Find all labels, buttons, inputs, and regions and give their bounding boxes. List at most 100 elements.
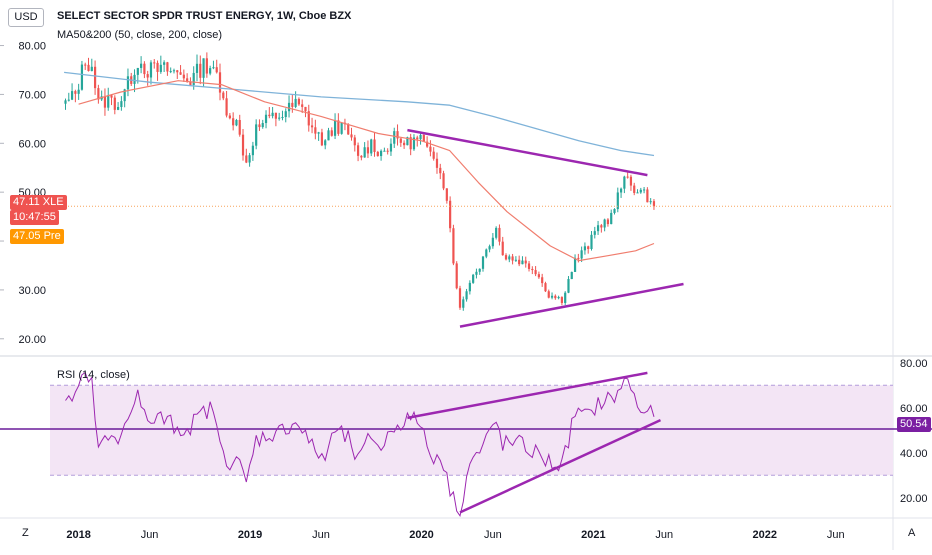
rsi-tick-label: 40.00 [900, 448, 928, 460]
bar-countdown: 10:47:55 [10, 210, 59, 225]
x-tick-label: Jun [655, 529, 673, 541]
candle-body [495, 227, 498, 238]
indicator-legend[interactable]: MA50&200 (50, close, 200, close) [57, 29, 223, 41]
zoom-toggle-button[interactable]: Z [22, 527, 29, 539]
auto-scale-button[interactable]: A [908, 527, 916, 539]
last-price-value: 47.11 [13, 196, 40, 208]
candle-body [600, 225, 603, 228]
candle-body [116, 107, 120, 110]
candle-body [278, 117, 281, 119]
candle-body [636, 192, 639, 194]
candle-body [149, 62, 153, 78]
candle-body [570, 271, 573, 280]
candle-body [567, 279, 570, 293]
candle-body [70, 91, 74, 100]
candle-body [613, 209, 616, 213]
candle-body [396, 131, 399, 139]
candle-body [429, 146, 432, 152]
candle-body [340, 122, 343, 134]
candle-body [531, 268, 534, 271]
candle-body [281, 117, 284, 119]
candle-body [156, 62, 159, 72]
candle-body [633, 185, 636, 193]
candle-body [189, 81, 192, 86]
candle-body [209, 68, 212, 74]
candle-body [169, 71, 172, 73]
candle-body [419, 134, 422, 140]
candle-body [123, 89, 126, 102]
candle-body [452, 228, 455, 264]
candle-body [550, 295, 554, 298]
candle-body [432, 151, 435, 159]
candle-body [485, 249, 488, 257]
rsi-band [50, 385, 893, 476]
candle-body [406, 137, 409, 146]
candle-body [557, 297, 560, 299]
candle-body [412, 137, 416, 150]
y-tick-label: 80.00 [18, 41, 46, 53]
x-tick-label: Jun [484, 529, 502, 541]
candle-body [373, 139, 376, 152]
candle-body [172, 70, 176, 72]
candle-body [90, 66, 93, 72]
y-tick-label: 60.00 [18, 138, 46, 150]
candle-body [153, 62, 156, 64]
candle-body [416, 137, 419, 140]
candle-body [324, 140, 327, 146]
candle-body [107, 95, 110, 108]
x-tick-label: 2019 [238, 529, 262, 541]
y-tick-label: 30.00 [18, 285, 46, 297]
ma200-line [64, 71, 655, 157]
candle-body [445, 188, 448, 201]
candle-body [143, 63, 146, 75]
candle-body [580, 250, 583, 259]
rsi-legend[interactable]: RSI (14, close) [57, 369, 130, 381]
candle-body [264, 114, 268, 124]
x-tick-label: Jun [141, 529, 159, 541]
candle-body [642, 189, 646, 191]
candle-body [649, 201, 652, 203]
x-tick-label: 2020 [409, 529, 433, 541]
candle-body [646, 189, 649, 203]
candle-body [426, 141, 429, 147]
candle-body [255, 124, 258, 146]
candle-body [347, 124, 350, 135]
candle-body [166, 62, 169, 72]
rsi-upper-trendline [407, 371, 648, 420]
candle-body [353, 137, 356, 146]
candle-body [84, 64, 87, 66]
candle-body [205, 58, 208, 74]
candle-body [478, 268, 481, 272]
candle-body [360, 155, 363, 158]
candle-body [307, 111, 310, 126]
candle-body [481, 256, 485, 269]
rsi-tick-label: 20.00 [900, 493, 928, 505]
candle-body [475, 271, 478, 275]
candle-body [310, 125, 314, 128]
candle-body [218, 72, 222, 93]
candle-body [222, 92, 225, 99]
candle-body [330, 130, 333, 136]
candle-body [314, 127, 317, 134]
candle-body [274, 112, 277, 119]
candle-body [383, 150, 386, 152]
candle-body [67, 99, 70, 101]
candle-body [577, 257, 580, 259]
candle-body [258, 124, 261, 128]
candle-body [120, 101, 123, 108]
candle-body [465, 291, 468, 300]
candle-body [304, 106, 307, 112]
candle-body [333, 120, 337, 136]
candle-body [110, 95, 113, 98]
candle-body [524, 260, 527, 264]
candle-body [547, 291, 550, 298]
support-trendline [459, 282, 684, 328]
candle-body [606, 219, 610, 225]
candle-body [370, 139, 373, 154]
candle-body [573, 257, 577, 272]
candle-body [442, 173, 445, 189]
currency-button[interactable]: USD [8, 8, 44, 27]
candle-body [639, 189, 642, 193]
